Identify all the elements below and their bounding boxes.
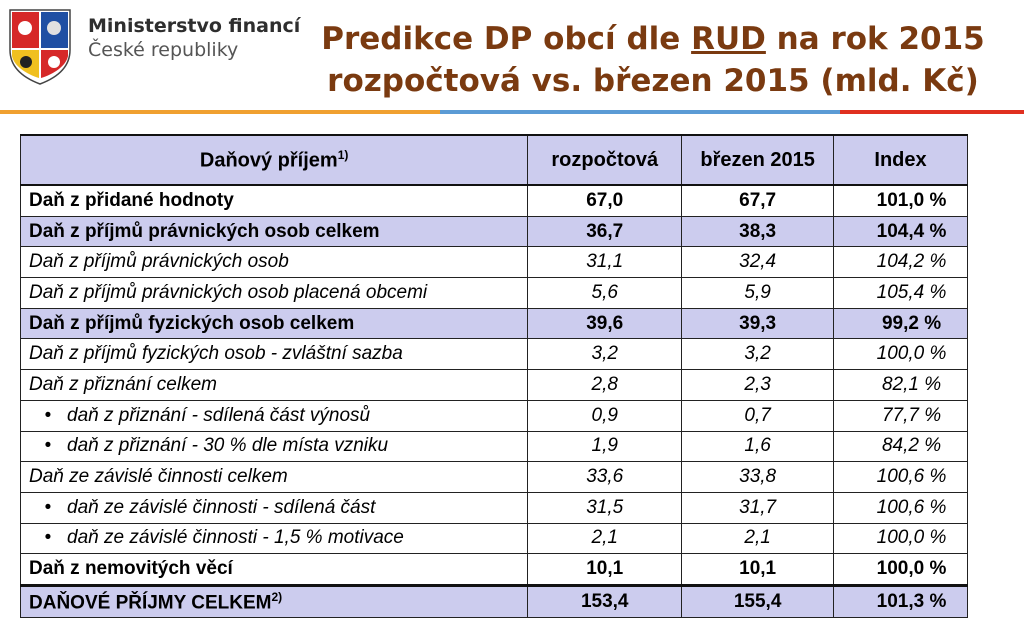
table-row: Daň z příjmů fyzických osob - zvláštní s… — [19, 338, 968, 371]
row-budget: 33,6 — [527, 461, 683, 493]
row-march: 31,7 — [681, 491, 835, 524]
table-row: Daň z nemovitých věcí 10,1 10,1 100,0 % — [19, 553, 968, 586]
total-march: 155,4 — [681, 583, 835, 618]
ministry-line1: Ministerstvo financí — [88, 15, 301, 37]
row-index: 100,0 % — [833, 553, 968, 586]
row-label: Daň z přidané hodnoty — [19, 184, 529, 217]
total-row: DAŇOVÉ PŘÍJMY CELKEM2) 153,4 155,4 101,3… — [19, 583, 968, 618]
row-label: Daň ze závislé činnosti celkem — [19, 461, 529, 493]
table-row: Daň ze závislé činnosti celkem 33,6 33,8… — [19, 461, 968, 493]
row-index: 104,4 % — [833, 215, 968, 248]
table-row: Daň z přidané hodnoty 67,0 67,7 101,0 % — [19, 184, 968, 217]
row-budget: 2,8 — [527, 369, 683, 401]
ministry-line2: České republiky — [88, 39, 239, 61]
table-row: • daň z přiznání - sdílená část výnosů 0,… — [19, 399, 968, 432]
title-part2: na rok 2015 — [765, 21, 985, 57]
table-row: Daň z příjmů právnických osob celkem 36,… — [19, 215, 968, 248]
state-emblem-icon — [9, 9, 71, 85]
row-budget: 67,0 — [527, 184, 683, 217]
stripe-red — [840, 110, 1024, 114]
row-budget: 2,1 — [527, 522, 683, 555]
page-title: Predikce DP obcí dle RUD na rok 2015 roz… — [288, 18, 1018, 102]
row-budget: 36,7 — [527, 215, 683, 248]
row-march: 33,8 — [681, 461, 835, 493]
col-header-name: Daňový příjem1) — [19, 134, 529, 186]
row-index: 82,1 % — [833, 369, 968, 401]
table-row: Daň z příjmů právnických osob 31,1 32,4 … — [19, 246, 968, 279]
row-label-cell: • daň ze závislé činnosti - 1,5 % motivac… — [19, 522, 529, 555]
row-march: 67,7 — [681, 184, 835, 217]
row-index: 104,2 % — [833, 246, 968, 279]
table-row: Daň z příjmů fyzických osob celkem 39,6 … — [19, 307, 968, 340]
bullet-icon: • — [44, 435, 52, 457]
title-line2: rozpočtová vs. březen 2015 (mld. Kč) — [327, 63, 979, 99]
row-label: Daň z nemovitých věcí — [19, 553, 529, 586]
row-budget: 5,6 — [527, 277, 683, 309]
row-index: 100,0 % — [833, 338, 968, 371]
ministry-name: Ministerstvo financí České republiky — [88, 14, 300, 62]
bullet-icon: • — [44, 404, 52, 426]
row-march: 3,2 — [681, 338, 835, 371]
row-label-cell: • daň ze závislé činnosti - sdílená část — [19, 491, 529, 524]
row-march: 1,6 — [681, 430, 835, 463]
row-march: 39,3 — [681, 307, 835, 340]
row-index: 99,2 % — [833, 307, 968, 340]
row-index: 77,7 % — [833, 399, 968, 432]
row-label: Daň z přiznání celkem — [19, 369, 529, 401]
row-index: 100,6 % — [833, 491, 968, 524]
total-label: DAŇOVÉ PŘÍJMY CELKEM — [29, 591, 272, 613]
col-header-name-sup: 1) — [337, 147, 349, 162]
table-row: • daň ze závislé činnosti - sdílená část … — [19, 491, 968, 524]
table-header-row: Daňový příjem1) rozpočtová březen 2015 I… — [19, 134, 968, 186]
row-label: Daň z příjmů právnických osob placená ob… — [19, 277, 529, 309]
row-budget: 10,1 — [527, 553, 683, 586]
tax-table: Daňový příjem1) rozpočtová březen 2015 I… — [19, 134, 968, 618]
row-index: 100,0 % — [833, 522, 968, 555]
row-march: 10,1 — [681, 553, 835, 586]
row-budget: 39,6 — [527, 307, 683, 340]
row-march: 0,7 — [681, 399, 835, 432]
row-march: 2,1 — [681, 522, 835, 555]
row-label-cell: • daň z přiznání - 30 % dle místa vzniku — [19, 430, 529, 463]
row-index: 101,0 % — [833, 184, 968, 217]
row-budget: 31,1 — [527, 246, 683, 279]
row-budget: 1,9 — [527, 430, 683, 463]
stripe-orange — [0, 110, 440, 114]
row-label-cell: • daň z přiznání - sdílená část výnosů — [19, 399, 529, 432]
stripe-blue — [440, 110, 840, 114]
row-index: 84,2 % — [833, 430, 968, 463]
row-label: Daň z příjmů fyzických osob - zvláštní s… — [19, 338, 529, 371]
bullet-icon: • — [44, 527, 52, 549]
row-label: Daň z příjmů fyzických osob celkem — [19, 307, 529, 340]
bullet-icon: • — [44, 496, 52, 518]
row-label: Daň z příjmů právnických osob celkem — [19, 215, 529, 248]
total-index: 101,3 % — [833, 583, 968, 618]
total-budget: 153,4 — [527, 583, 683, 618]
row-march: 2,3 — [681, 369, 835, 401]
row-label: Daň z příjmů právnických osob — [19, 246, 529, 279]
row-label: daň ze závislé činnosti - 1,5 % motivace — [67, 527, 404, 549]
row-budget: 3,2 — [527, 338, 683, 371]
total-label-cell: DAŇOVÉ PŘÍJMY CELKEM2) — [19, 583, 529, 618]
row-label: daň ze závislé činnosti - sdílená část — [67, 496, 376, 518]
row-index: 105,4 % — [833, 277, 968, 309]
row-label: daň z přiznání - 30 % dle místa vzniku — [67, 435, 389, 457]
row-march: 38,3 — [681, 215, 835, 248]
row-label: daň z přiznání - sdílená část výnosů — [67, 404, 371, 426]
col-header-march: březen 2015 — [681, 134, 835, 186]
table-row: • daň ze závislé činnosti - 1,5 % motivac… — [19, 522, 968, 555]
table-row: • daň z přiznání - 30 % dle místa vzniku … — [19, 430, 968, 463]
row-march: 5,9 — [681, 277, 835, 309]
title-rud: RUD — [691, 21, 766, 57]
col-header-budget: rozpočtová — [527, 134, 683, 186]
table-row: Daň z přiznání celkem 2,8 2,3 82,1 % — [19, 369, 968, 401]
total-label-sup: 2) — [271, 589, 283, 604]
row-index: 100,6 % — [833, 461, 968, 493]
title-part1: Predikce DP obcí dle — [321, 21, 692, 57]
row-budget: 31,5 — [527, 491, 683, 524]
table-row: Daň z příjmů právnických osob placená ob… — [19, 277, 968, 309]
row-budget: 0,9 — [527, 399, 683, 432]
col-header-index: Index — [833, 134, 968, 186]
row-march: 32,4 — [681, 246, 835, 279]
